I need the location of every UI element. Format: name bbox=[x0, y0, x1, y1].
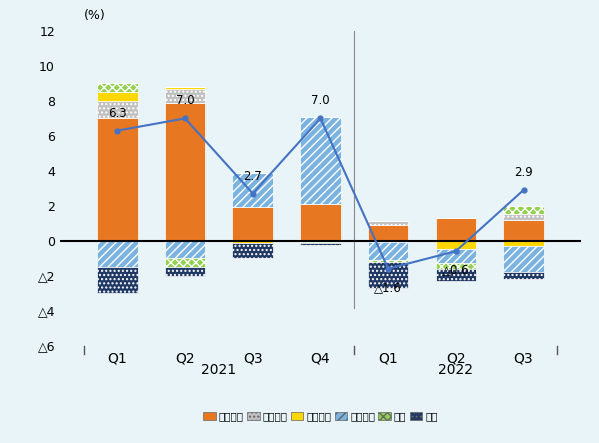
Bar bbox=[368, 225, 409, 241]
Bar bbox=[97, 92, 138, 101]
Bar bbox=[435, 241, 476, 249]
Bar bbox=[368, 262, 409, 288]
Bar bbox=[165, 103, 205, 241]
Bar bbox=[300, 242, 341, 244]
Text: △0.6: △0.6 bbox=[442, 264, 470, 276]
Bar bbox=[503, 206, 544, 214]
Bar bbox=[435, 218, 476, 241]
Bar bbox=[503, 241, 544, 246]
Bar bbox=[97, 267, 138, 293]
Text: 6.3: 6.3 bbox=[108, 107, 127, 120]
Bar bbox=[232, 241, 273, 243]
Bar bbox=[435, 264, 476, 268]
Bar bbox=[232, 173, 273, 207]
Bar bbox=[300, 244, 341, 245]
Bar bbox=[503, 272, 544, 279]
Bar bbox=[300, 117, 341, 204]
Bar bbox=[503, 214, 544, 220]
Text: 2.9: 2.9 bbox=[514, 166, 533, 179]
Text: △1.6: △1.6 bbox=[374, 281, 402, 294]
Legend: 個人消費, 設備投資, 住宅投資, 在庫投資, 公需, 外需: 個人消費, 設備投資, 住宅投資, 在庫投資, 公需, 外需 bbox=[199, 408, 442, 426]
Bar bbox=[165, 241, 205, 258]
Text: 2.7: 2.7 bbox=[243, 170, 262, 183]
Bar bbox=[435, 249, 476, 264]
Bar bbox=[232, 207, 273, 241]
Bar bbox=[503, 246, 544, 272]
Bar bbox=[165, 89, 205, 103]
Bar bbox=[435, 268, 476, 281]
Bar bbox=[97, 101, 138, 118]
Bar bbox=[97, 118, 138, 241]
Text: 2022: 2022 bbox=[438, 363, 473, 377]
Bar bbox=[368, 222, 409, 225]
Bar bbox=[165, 258, 205, 267]
Bar bbox=[503, 220, 544, 241]
Bar bbox=[368, 242, 409, 260]
Bar bbox=[300, 204, 341, 241]
Text: 7.0: 7.0 bbox=[176, 94, 195, 108]
Bar bbox=[368, 260, 409, 262]
Bar bbox=[300, 241, 341, 242]
Bar bbox=[165, 87, 205, 89]
Bar bbox=[97, 241, 138, 267]
Bar bbox=[97, 83, 138, 92]
Bar bbox=[165, 267, 205, 276]
Bar bbox=[368, 241, 409, 242]
Text: (%): (%) bbox=[84, 9, 105, 22]
Text: 2021: 2021 bbox=[201, 363, 237, 377]
Text: 7.0: 7.0 bbox=[311, 94, 330, 108]
Bar bbox=[232, 243, 273, 258]
